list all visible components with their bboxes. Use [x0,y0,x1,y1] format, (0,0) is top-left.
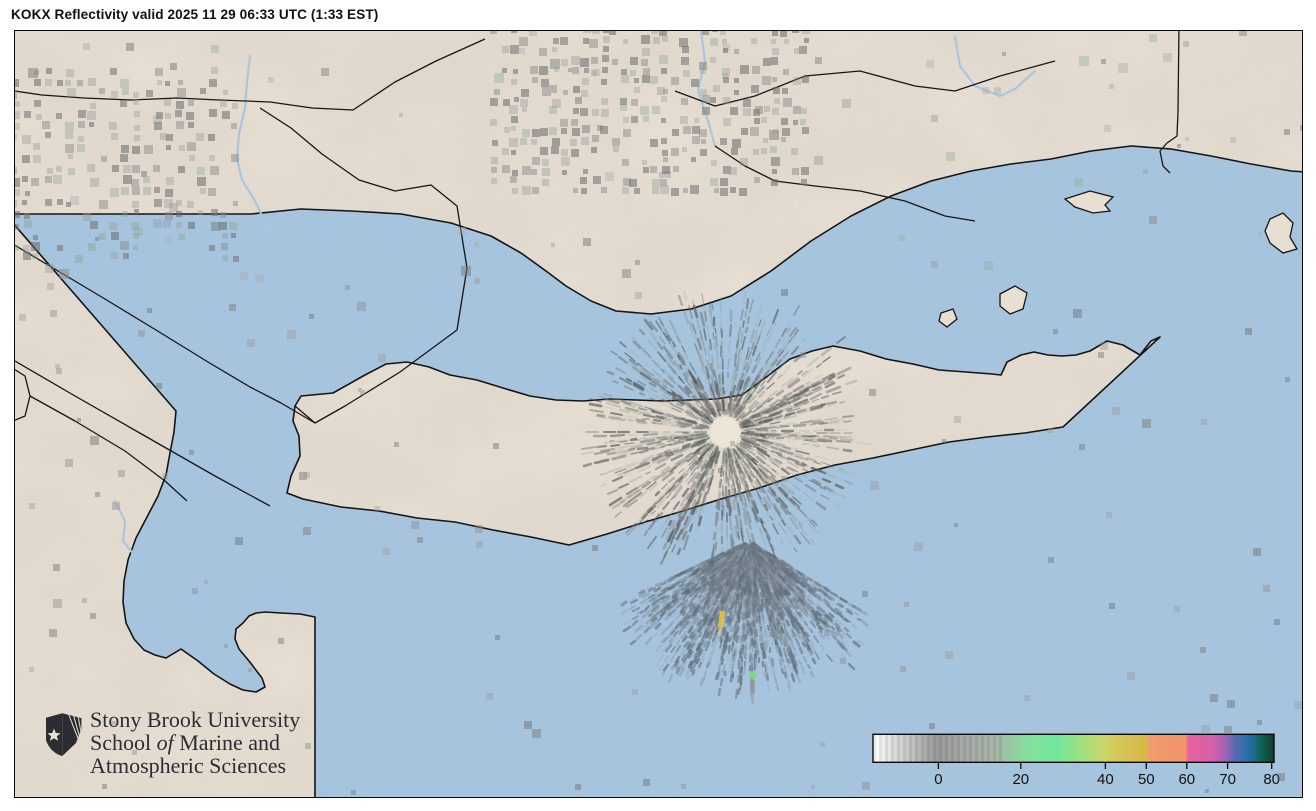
svg-text:Atmospheric Sciences: Atmospheric Sciences [90,753,286,778]
svg-text:40: 40 [1097,771,1114,788]
svg-text:60: 60 [1178,771,1195,788]
svg-text:School of Marine and: School of Marine and [90,730,280,755]
svg-text:70: 70 [1219,771,1236,788]
svg-text:20: 20 [1012,771,1029,788]
svg-text:Stony Brook University: Stony Brook University [90,707,300,732]
svg-text:50: 50 [1138,771,1155,788]
svg-text:0: 0 [934,771,942,788]
